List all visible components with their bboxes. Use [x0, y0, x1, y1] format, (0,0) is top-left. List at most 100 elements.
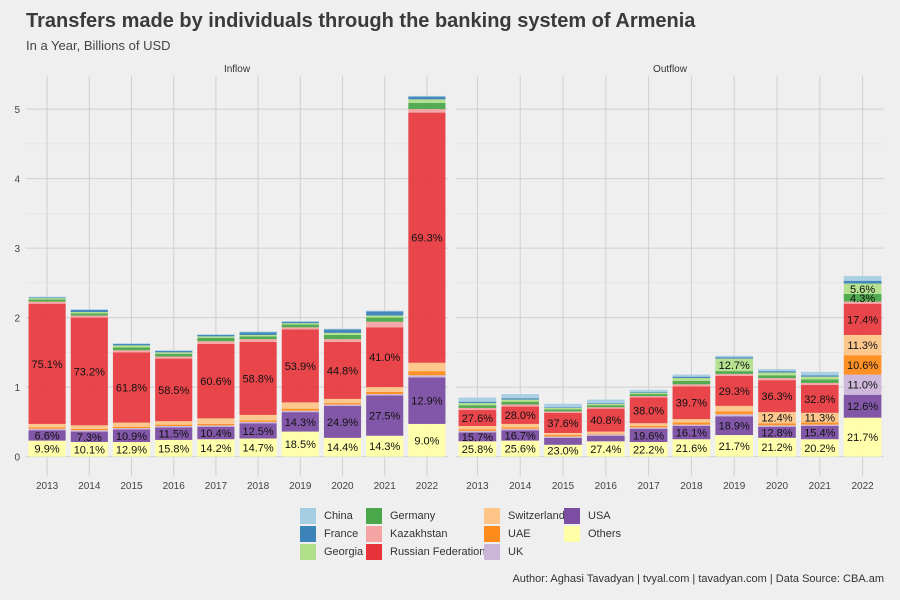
bar-segment-uk [715, 414, 754, 417]
data-label: 19.6% [633, 430, 664, 442]
bar-segment-russian-federation [629, 397, 668, 424]
bar-segment-russian-federation [28, 303, 66, 424]
bar-segment-switzerland [70, 425, 108, 429]
y-tick-label: 3 [14, 244, 20, 255]
bar-segment-uae [629, 426, 668, 428]
bar-segment-china [28, 296, 66, 298]
bar-segment-uae [586, 433, 625, 435]
bar-segment-usa [155, 427, 193, 440]
legend-item: Switzerland [484, 508, 565, 524]
x-tick-label: 2014 [509, 481, 532, 492]
legend-key [300, 508, 316, 524]
bar-segment-germany [70, 313, 108, 316]
bar-segment-others [501, 440, 540, 457]
data-label: 15.8% [158, 443, 189, 455]
data-label: 61.8% [116, 382, 147, 394]
bar-segment-china [323, 328, 362, 330]
bar-segment-kazakhstan [112, 350, 151, 353]
bar-segment-georgia [70, 312, 108, 314]
legend-key [366, 508, 382, 524]
bar-segment-germany [458, 405, 497, 408]
bar-segment-switzerland [758, 412, 796, 424]
legend-key [366, 544, 382, 560]
bar-segment-uae [544, 435, 582, 437]
bar-segment-uae [28, 427, 66, 429]
data-label: 15.4% [804, 428, 835, 440]
data-label: 29.3% [719, 386, 750, 398]
data-label: 17.4% [847, 314, 878, 326]
bar-segment-uk [458, 430, 497, 433]
bar-segment-usa [758, 426, 796, 438]
legend-key [300, 526, 316, 542]
bar-segment-germany [408, 102, 446, 110]
bar-segment-china [155, 350, 193, 351]
data-label: 12.8% [761, 427, 792, 439]
data-label: 12.4% [761, 413, 792, 425]
legend-item: Russian Federation [366, 544, 485, 560]
bar-segment-uae [70, 428, 108, 431]
data-label: 20.2% [804, 443, 835, 455]
bar-segment-kazakhstan [672, 384, 711, 387]
bar-segment-georgia [800, 376, 839, 380]
data-label: 75.1% [31, 359, 62, 371]
bar-segment-others [586, 441, 625, 457]
bar-segment-uae [323, 403, 362, 405]
bar-segment-uk [843, 374, 882, 395]
legend-label: Russian Federation [390, 546, 486, 558]
bar-segment-germany [323, 334, 362, 340]
bar-segment-others [758, 437, 796, 457]
data-label: 27.4% [590, 444, 621, 456]
bar-segment-russian-federation [544, 412, 582, 433]
data-label: 18.5% [285, 439, 316, 451]
bar-segment-china [544, 403, 582, 408]
bar-segment-others [281, 431, 319, 457]
bar-segment-russian-federation [112, 352, 151, 423]
legend-item: Others [564, 526, 621, 542]
bar-segment-russian-federation [70, 317, 108, 426]
bar-segment-others [155, 439, 193, 457]
x-tick-label: 2017 [205, 481, 228, 492]
bar-segment-others [197, 439, 235, 457]
chart-subtitle: In a Year, Billions of USD [26, 38, 171, 53]
legend-item: Germany [366, 508, 435, 524]
bar-segment-germany [197, 337, 235, 342]
data-label: 9.0% [414, 435, 439, 447]
data-label: 5.6% [850, 284, 875, 296]
bar-segment-kazakhstan [323, 339, 362, 342]
data-label: 14.3% [369, 441, 400, 453]
bar-segment-others [800, 439, 839, 457]
legend-key [484, 526, 500, 542]
bar-segment-usa [458, 432, 497, 442]
bar-segment-uae [843, 355, 882, 375]
x-tick-label: 2020 [331, 481, 354, 492]
bar-segment-georgia [758, 372, 796, 376]
data-label: 6.6% [35, 430, 60, 442]
y-tick-label: 4 [14, 175, 20, 186]
bar-segment-kazakhstan [758, 378, 796, 381]
bar-segment-georgia [843, 283, 882, 294]
bar-segment-uae [715, 411, 754, 415]
x-tick-label: 2016 [163, 481, 186, 492]
bar-segment-france [544, 407, 582, 408]
bar-segment-georgia [323, 332, 362, 335]
bar-segment-kazakhstan [586, 407, 625, 409]
data-label: 25.8% [462, 444, 493, 456]
bar-segment-kazakhstan [281, 327, 319, 330]
bar-segment-kazakhstan [458, 407, 497, 411]
data-label: 39.7% [676, 398, 707, 410]
caption: Author: Aghasi Tavadyan | tvyal.com | ta… [512, 573, 884, 585]
x-tick-label: 2017 [637, 481, 660, 492]
bar-segment-others [70, 442, 108, 457]
legend-item: Georgia [300, 544, 363, 560]
data-label: 14.2% [200, 443, 231, 455]
bar-segment-usa [843, 394, 882, 418]
bar-segment-others [458, 441, 497, 457]
legend-label: USA [588, 510, 611, 522]
data-label: 21.7% [847, 432, 878, 444]
bar-segment-uk [800, 424, 839, 427]
bar-segment-russian-federation [281, 329, 319, 403]
bar-segment-uk [408, 375, 446, 378]
bar-segment-kazakhstan [70, 315, 108, 318]
bar-segment-usa [672, 426, 711, 440]
data-label: 9.9% [35, 444, 60, 456]
